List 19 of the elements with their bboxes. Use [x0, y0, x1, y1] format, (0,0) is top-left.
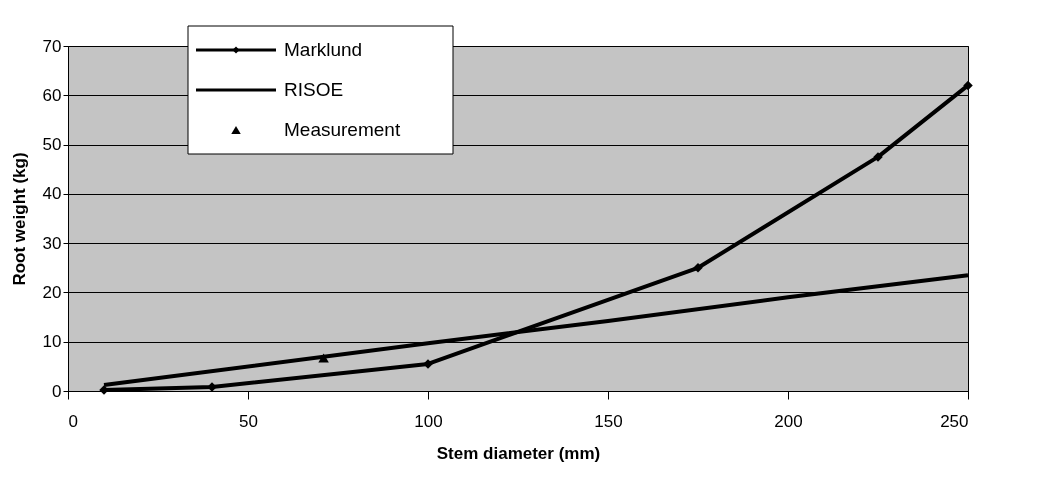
- y-tick-label: 0: [52, 381, 62, 401]
- y-tick-label: 30: [42, 233, 62, 253]
- x-tick-label: 0: [68, 411, 78, 431]
- x-tick-label: 100: [414, 411, 443, 431]
- y-tick-label: 10: [42, 332, 62, 352]
- legend-label: Measurement: [284, 119, 401, 140]
- x-tick-label: 50: [239, 411, 258, 431]
- x-axis-title: Stem diameter (mm): [436, 443, 601, 463]
- legend-label: Marklund: [284, 39, 363, 60]
- y-tick-label: 50: [42, 135, 62, 155]
- y-tick-label: 40: [42, 184, 62, 204]
- x-tick-label: 250: [940, 411, 969, 431]
- y-tick-label: 60: [42, 85, 62, 105]
- y-axis-title: Root weight (kg): [9, 152, 29, 286]
- y-tick-label: 70: [42, 36, 62, 56]
- x-tick-label: 200: [774, 411, 803, 431]
- y-tick-label: 20: [42, 282, 62, 302]
- legend-label: RISOE: [284, 79, 344, 100]
- x-tick-label: 150: [594, 411, 623, 431]
